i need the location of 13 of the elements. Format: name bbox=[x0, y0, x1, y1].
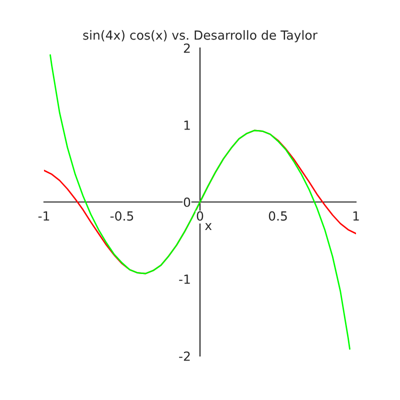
line-series bbox=[50, 54, 350, 350]
x-axis-title: x bbox=[205, 223, 212, 230]
chart-title: sin(4x) cos(x) vs. Desarrollo de Taylor bbox=[83, 30, 318, 42]
x-tick-label: 0.5 bbox=[268, 211, 287, 221]
x-tick-label: 0 bbox=[196, 211, 204, 221]
x-tick-label: -1 bbox=[38, 211, 50, 221]
y-tick-label: 1 bbox=[184, 120, 190, 130]
y-tick-label: -1 bbox=[179, 274, 190, 284]
x-tick-label: -0.5 bbox=[110, 211, 134, 221]
x-tick-label: 1 bbox=[353, 211, 359, 221]
y-tick-label: -2 bbox=[179, 351, 190, 361]
y-tick-label: 0 bbox=[184, 197, 190, 207]
y-tick-label: 2 bbox=[184, 43, 190, 53]
